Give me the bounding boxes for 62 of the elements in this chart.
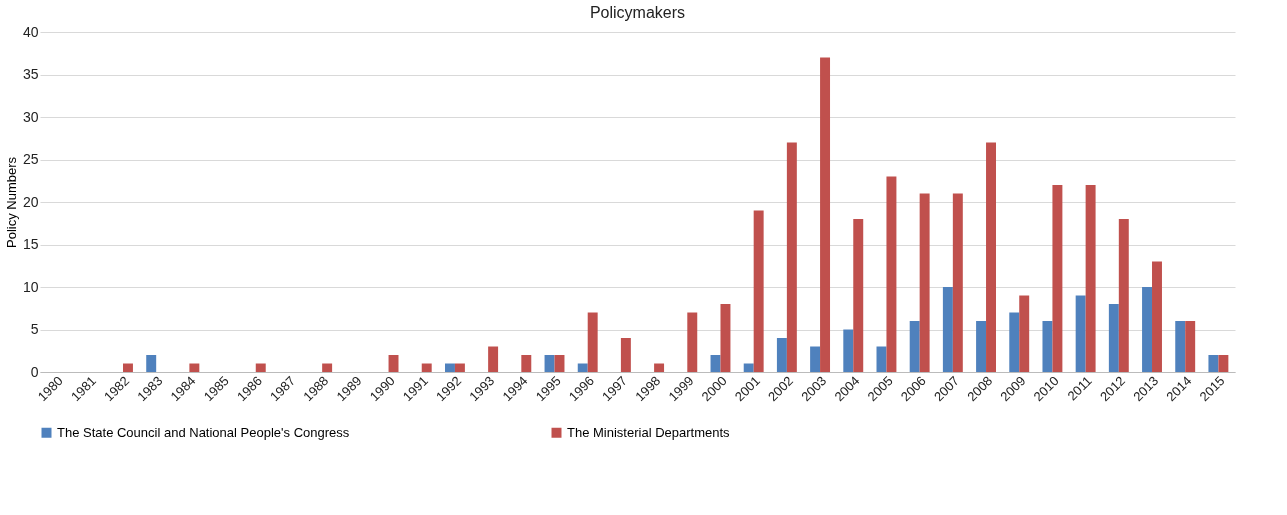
bar — [1108, 304, 1119, 372]
bar — [1152, 261, 1162, 372]
bar — [786, 142, 797, 372]
bar — [421, 363, 432, 372]
bar — [1208, 355, 1219, 372]
y-tick-label: 5 — [30, 321, 39, 337]
bar — [687, 312, 698, 372]
bar — [886, 176, 897, 372]
bar — [743, 363, 754, 372]
bar — [853, 219, 864, 372]
bar — [1218, 355, 1229, 372]
bar — [1185, 321, 1196, 372]
bar — [952, 193, 963, 372]
y-tick-label: 30 — [22, 108, 39, 125]
bar — [1085, 185, 1096, 372]
y-tick-label: 15 — [22, 236, 39, 252]
bar — [1175, 321, 1186, 372]
bar — [577, 363, 588, 372]
legend-label: The State Council and National People's Congress — [57, 424, 350, 440]
legend-label: The Ministerial Departments — [567, 424, 731, 440]
bar — [255, 363, 266, 372]
bar — [620, 338, 631, 372]
bar — [710, 355, 721, 372]
bar — [1118, 219, 1129, 372]
bar — [1042, 321, 1053, 372]
bar — [444, 363, 455, 372]
bar — [810, 346, 821, 372]
bar — [820, 57, 831, 372]
y-tick-label: 10 — [22, 278, 39, 295]
chart-title: Policymakers — [589, 4, 686, 21]
bar — [189, 363, 200, 372]
bar — [122, 363, 133, 372]
y-tick-label: 40 — [22, 23, 39, 40]
bar — [521, 355, 532, 372]
bar — [554, 355, 565, 372]
bar — [1142, 287, 1153, 372]
bar — [1075, 295, 1086, 372]
bar — [488, 346, 499, 372]
bar — [909, 321, 920, 372]
bar — [753, 210, 764, 372]
bar — [454, 363, 465, 372]
y-tick-label: 20 — [22, 193, 39, 210]
bar — [654, 363, 665, 372]
bar — [587, 312, 598, 372]
y-tick-label: 25 — [22, 151, 39, 167]
bar — [146, 355, 157, 372]
y-tick-label: 35 — [22, 66, 39, 82]
y-axis-title: Policy Numbers — [3, 156, 19, 249]
bar — [919, 193, 930, 372]
bar — [720, 304, 731, 372]
bar — [942, 287, 953, 372]
bar — [976, 321, 987, 372]
y-tick-label: 0 — [30, 363, 39, 380]
bar — [544, 355, 555, 372]
bar — [843, 329, 854, 372]
bar — [322, 363, 333, 372]
bar — [388, 355, 399, 372]
bar — [1019, 295, 1030, 372]
bar — [986, 142, 996, 372]
bar — [776, 338, 787, 372]
bar — [1009, 312, 1020, 372]
bar — [1052, 185, 1063, 372]
